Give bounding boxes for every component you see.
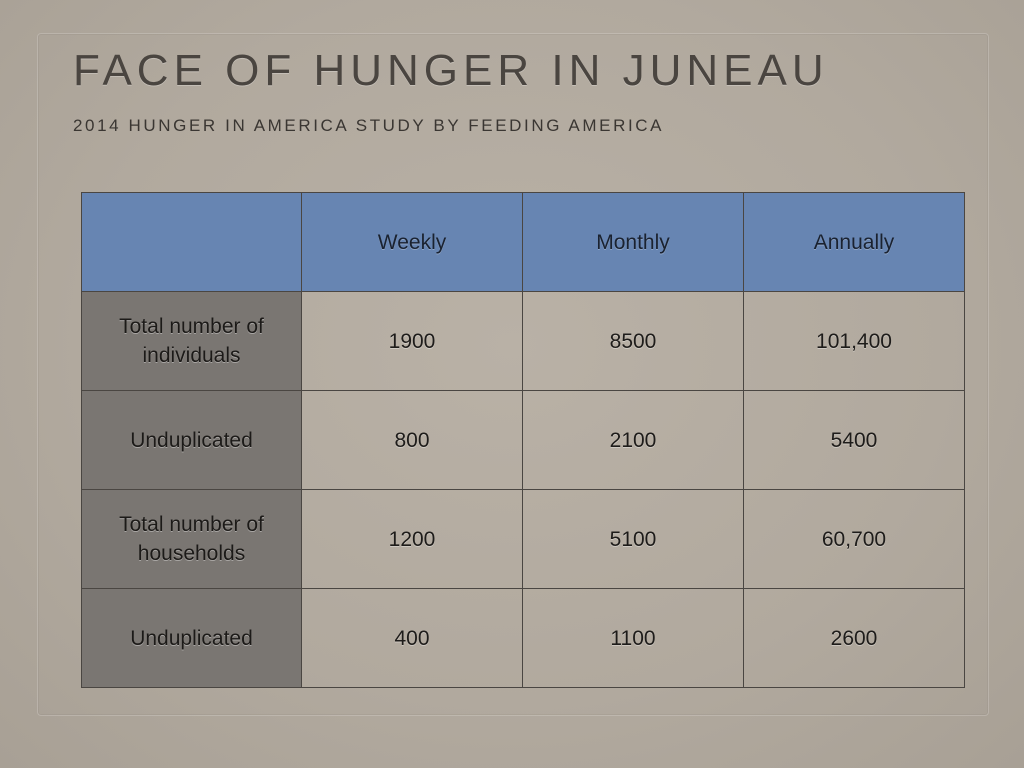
data-table: Weekly Monthly Annually Total number of … — [81, 192, 965, 688]
table-cell: 1100 — [523, 589, 744, 688]
table-body: Total number of individuals 1900 8500 10… — [82, 292, 965, 688]
row-label: Unduplicated — [82, 391, 302, 490]
table-cell: 5400 — [744, 391, 965, 490]
table-cell: 800 — [302, 391, 523, 490]
column-header-annually: Annually — [744, 193, 965, 292]
table-row: Total number of households 1200 5100 60,… — [82, 490, 965, 589]
table-cell: 5100 — [523, 490, 744, 589]
table-cell: 1900 — [302, 292, 523, 391]
table-row: Total number of individuals 1900 8500 10… — [82, 292, 965, 391]
page-title: FACE OF HUNGER IN JUNEAU — [73, 46, 829, 96]
table-cell: 2600 — [744, 589, 965, 688]
header-row: Weekly Monthly Annually — [82, 193, 965, 292]
column-header-monthly: Monthly — [523, 193, 744, 292]
table-row: Unduplicated 400 1100 2600 — [82, 589, 965, 688]
column-header-weekly: Weekly — [302, 193, 523, 292]
row-label: Total number of individuals — [82, 292, 302, 391]
row-label: Total number of households — [82, 490, 302, 589]
table-cell: 60,700 — [744, 490, 965, 589]
table-header: Weekly Monthly Annually — [82, 193, 965, 292]
page-subtitle: 2014 HUNGER IN AMERICA STUDY BY FEEDING … — [73, 116, 664, 136]
table-cell: 1200 — [302, 490, 523, 589]
header-corner-cell — [82, 193, 302, 292]
table-cell: 8500 — [523, 292, 744, 391]
table-cell: 2100 — [523, 391, 744, 490]
table-cell: 400 — [302, 589, 523, 688]
table-row: Unduplicated 800 2100 5400 — [82, 391, 965, 490]
row-label: Unduplicated — [82, 589, 302, 688]
table-cell: 101,400 — [744, 292, 965, 391]
